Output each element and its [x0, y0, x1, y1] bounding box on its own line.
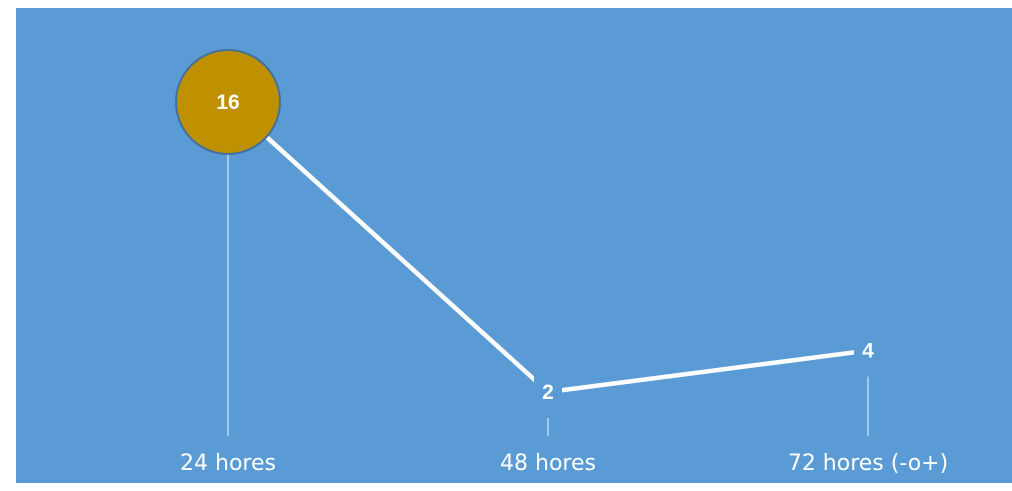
data-label-2: 4 [862, 340, 874, 363]
data-label-1: 2 [542, 381, 554, 404]
x-tick-label-24-hores: 24 hores [180, 451, 276, 476]
series-line [226, 100, 869, 395]
data-label-0: 16 [216, 91, 239, 114]
x-tick-label-48-hores: 48 hores [500, 451, 596, 476]
x-tick-label-72-hores: 72 hores (-o+) [787, 451, 949, 476]
highlight-point-marker [175, 49, 281, 155]
data-label-bg-2 [854, 334, 882, 365]
plot-area: 16 2 4 24 hores 48 hores 72 hores (-o+) [16, 8, 1012, 483]
data-label-bg-1 [534, 376, 562, 406]
